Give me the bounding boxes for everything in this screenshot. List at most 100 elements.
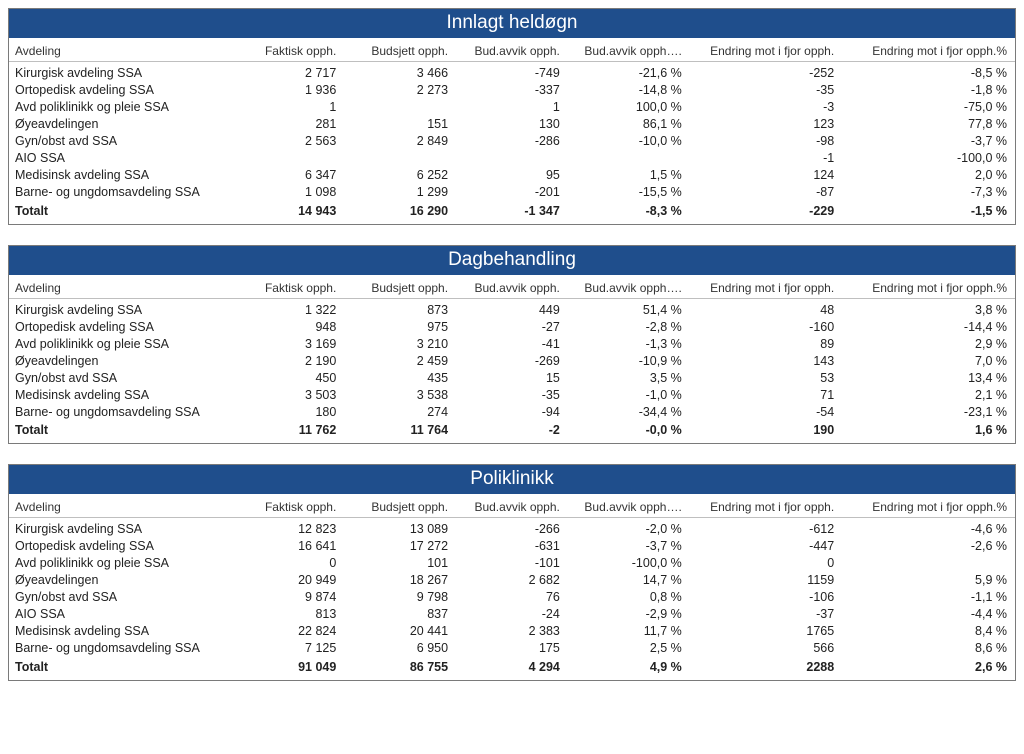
value-cell: -1,3 % (568, 335, 690, 352)
table-row: Medisinsk avdeling SSA3 5033 538-35-1,0 … (9, 386, 1015, 403)
value-cell: -3 (690, 99, 842, 116)
value-cell: -266 (456, 518, 568, 538)
dept-cell: Ortopedisk avdeling SSA (9, 318, 233, 335)
value-cell: 3 466 (344, 62, 456, 82)
value-cell: -8,5 % (842, 62, 1015, 82)
value-cell: 0,8 % (568, 589, 690, 606)
value-cell: -631 (456, 538, 568, 555)
value-cell: 450 (233, 369, 345, 386)
total-label-cell: Totalt (9, 420, 233, 443)
dept-cell: Avd poliklinikk og pleie SSA (9, 99, 233, 116)
dept-cell: Barne- og ungdomsavdeling SSA (9, 184, 233, 201)
value-cell: -612 (690, 518, 842, 538)
table-header-cell: Avdeling (9, 275, 233, 299)
value-cell: -15,5 % (568, 184, 690, 201)
value-cell: -337 (456, 82, 568, 99)
value-cell: 22 824 (233, 623, 345, 640)
value-cell: -1,1 % (842, 589, 1015, 606)
total-value-cell: -2 (456, 420, 568, 443)
dept-cell: Gyn/obst avd SSA (9, 589, 233, 606)
value-cell: 813 (233, 606, 345, 623)
value-cell: 2,9 % (842, 335, 1015, 352)
table-header-cell: Endring mot i fjor opph. (690, 38, 842, 62)
table-header-row: AvdelingFaktisk opph.Budsjett opph.Bud.a… (9, 494, 1015, 518)
value-cell: 1 299 (344, 184, 456, 201)
table-row: Medisinsk avdeling SSA6 3476 252951,5 %1… (9, 167, 1015, 184)
value-cell: 1 098 (233, 184, 345, 201)
value-cell: 975 (344, 318, 456, 335)
value-cell: 53 (690, 369, 842, 386)
value-cell: 143 (690, 352, 842, 369)
total-value-cell: 4 294 (456, 657, 568, 680)
value-cell: -2,8 % (568, 318, 690, 335)
value-cell: 3,8 % (842, 298, 1015, 318)
value-cell: 449 (456, 298, 568, 318)
value-cell: -10,0 % (568, 133, 690, 150)
table-header-cell: Bud.avvik opph. (456, 275, 568, 299)
value-cell: 1 (233, 99, 345, 116)
table-row: Gyn/obst avd SSA450435153,5 %5313,4 % (9, 369, 1015, 386)
value-cell: 948 (233, 318, 345, 335)
value-cell: 2 383 (456, 623, 568, 640)
value-cell: 6 347 (233, 167, 345, 184)
value-cell: -1 (690, 150, 842, 167)
table-header-cell: Avdeling (9, 38, 233, 62)
value-cell: 2 563 (233, 133, 345, 150)
value-cell: 0 (233, 555, 345, 572)
value-cell: 13 089 (344, 518, 456, 538)
value-cell: 1159 (690, 572, 842, 589)
total-value-cell: 91 049 (233, 657, 345, 680)
value-cell: 7 125 (233, 640, 345, 657)
value-cell: 17 272 (344, 538, 456, 555)
table-header-cell: Budsjett opph. (344, 494, 456, 518)
value-cell: 837 (344, 606, 456, 623)
total-label-cell: Totalt (9, 657, 233, 680)
value-cell: 9 874 (233, 589, 345, 606)
dept-cell: Gyn/obst avd SSA (9, 369, 233, 386)
table-row: Avd poliklinikk og pleie SSA3 1693 210-4… (9, 335, 1015, 352)
value-cell: -35 (456, 386, 568, 403)
value-cell: 566 (690, 640, 842, 657)
value-cell (233, 150, 345, 167)
value-cell: -1,0 % (568, 386, 690, 403)
value-cell: 151 (344, 116, 456, 133)
value-cell: 3 538 (344, 386, 456, 403)
table-total-row: Totalt11 76211 764-2-0,0 %1901,6 % (9, 420, 1015, 443)
value-cell: 89 (690, 335, 842, 352)
table-row: Avd poliklinikk og pleie SSA11100,0 %-3-… (9, 99, 1015, 116)
total-value-cell: -0,0 % (568, 420, 690, 443)
value-cell: 51,4 % (568, 298, 690, 318)
value-cell: 2 190 (233, 352, 345, 369)
data-table: AvdelingFaktisk opph.Budsjett opph.Bud.a… (9, 494, 1015, 680)
value-cell: 12 823 (233, 518, 345, 538)
value-cell: 77,8 % (842, 116, 1015, 133)
value-cell (568, 150, 690, 167)
table-row: Barne- og ungdomsavdeling SSA1 0981 299 -… (9, 184, 1015, 201)
table-header-cell: Endring mot i fjor opph. (690, 275, 842, 299)
value-cell: 9 798 (344, 589, 456, 606)
table-row: Barne- og ungdomsavdeling SSA7 1256 9501… (9, 640, 1015, 657)
total-value-cell: -229 (690, 201, 842, 224)
data-table: AvdelingFaktisk opph.Budsjett opph.Bud.a… (9, 38, 1015, 224)
value-cell: 100,0 % (568, 99, 690, 116)
value-cell: 8,4 % (842, 623, 1015, 640)
value-cell: 274 (344, 403, 456, 420)
value-cell: -75,0 % (842, 99, 1015, 116)
value-cell: 2 717 (233, 62, 345, 82)
table-row: Medisinsk avdeling SSA22 82420 4412 3831… (9, 623, 1015, 640)
table-row: Kirurgisk avdeling SSA12 82313 089-266-2… (9, 518, 1015, 538)
value-cell: -447 (690, 538, 842, 555)
total-value-cell: 11 762 (233, 420, 345, 443)
value-cell: 15 (456, 369, 568, 386)
value-cell: 1765 (690, 623, 842, 640)
value-cell: 18 267 (344, 572, 456, 589)
data-panel: DagbehandlingAvdelingFaktisk opph.Budsje… (8, 245, 1016, 445)
value-cell: 14,7 % (568, 572, 690, 589)
dept-cell: Kirurgisk avdeling SSA (9, 62, 233, 82)
value-cell: -23,1 % (842, 403, 1015, 420)
value-cell: 2,1 % (842, 386, 1015, 403)
value-cell: -54 (690, 403, 842, 420)
value-cell: 11,7 % (568, 623, 690, 640)
value-cell: 95 (456, 167, 568, 184)
panel-title: Poliklinikk (9, 465, 1015, 494)
